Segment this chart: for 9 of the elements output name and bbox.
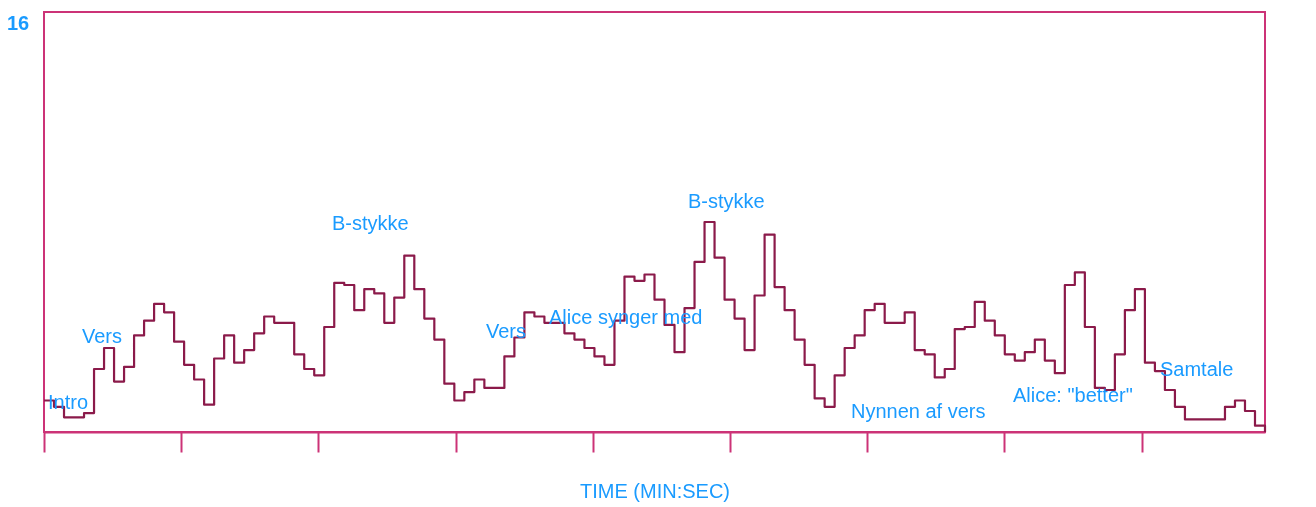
annotation: Alice: "better" [1013, 384, 1133, 406]
annotation: B-stykke [332, 212, 409, 234]
x-axis-title: TIME (MIN:SEC) [580, 479, 730, 502]
text: B-stykke [688, 190, 765, 212]
annotation: Samtale [1160, 358, 1234, 380]
annotation: Vers [82, 325, 123, 347]
annotation: Intro [48, 391, 89, 413]
text: 16 [7, 12, 30, 34]
annotation: Nynnen af vers [851, 400, 986, 422]
